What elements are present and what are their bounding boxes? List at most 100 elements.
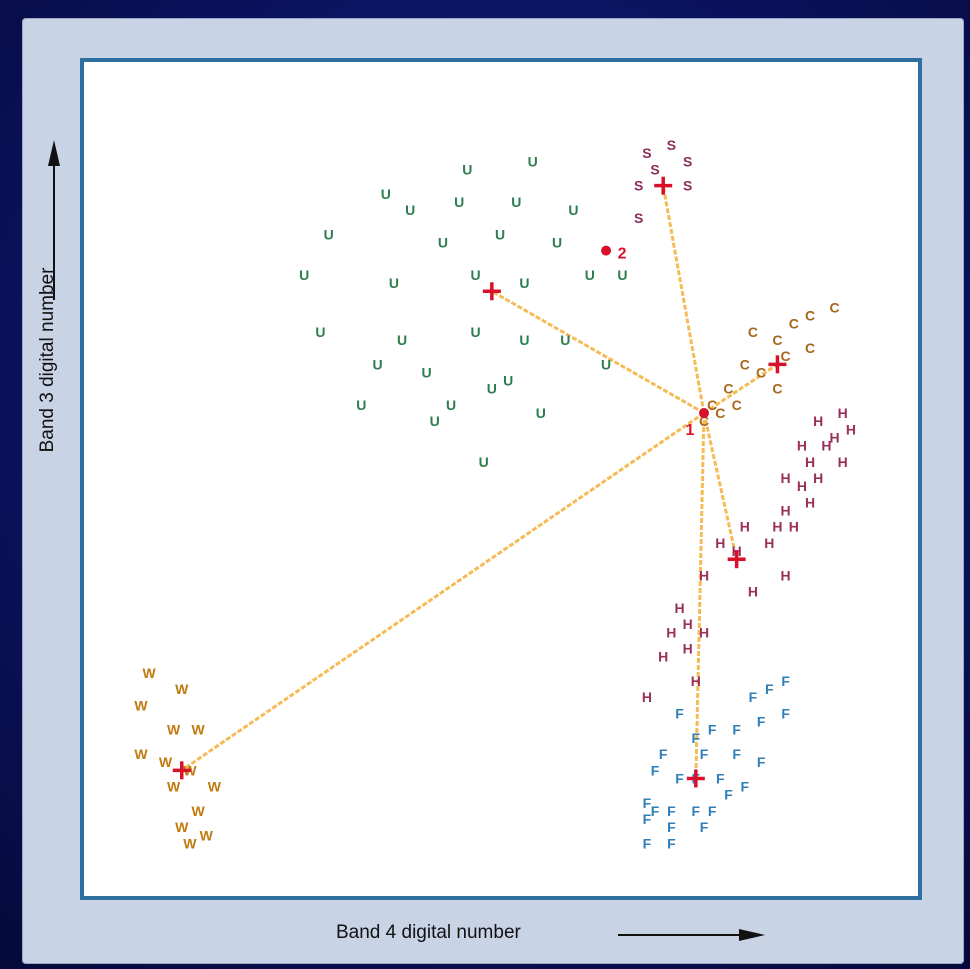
point-u: U xyxy=(536,405,546,421)
point-f: F xyxy=(708,722,717,738)
point-h: H xyxy=(683,616,693,632)
distance-line-h xyxy=(702,412,739,560)
point-u: U xyxy=(479,454,489,470)
point-u: U xyxy=(405,202,415,218)
point-s: S xyxy=(634,178,643,194)
distance-line-s xyxy=(661,185,706,414)
point-h: H xyxy=(683,641,693,657)
point-w: W xyxy=(191,803,205,819)
point-u: U xyxy=(495,226,505,242)
point-c: C xyxy=(756,364,766,380)
point-w: W xyxy=(167,779,181,795)
point-h: H xyxy=(846,421,856,437)
point-s: S xyxy=(667,137,676,153)
point-c: C xyxy=(772,381,782,397)
point-f: F xyxy=(757,754,766,770)
point-w: W xyxy=(159,754,173,770)
point-u: U xyxy=(470,267,480,283)
point-h: H xyxy=(821,438,831,454)
point-c: C xyxy=(748,324,758,340)
point-h: H xyxy=(666,624,676,640)
point-f: F xyxy=(667,803,676,819)
point-f: F xyxy=(692,803,701,819)
point-h: H xyxy=(781,567,791,583)
point-f: F xyxy=(732,722,741,738)
point-c: C xyxy=(789,316,799,332)
point-c: C xyxy=(829,299,839,315)
point-u: U xyxy=(438,235,448,251)
unknown-pixel-label-1: 1 xyxy=(686,422,695,439)
point-h: H xyxy=(781,470,791,486)
point-h: H xyxy=(789,519,799,535)
x-axis-arrow-head xyxy=(739,929,765,941)
point-h: H xyxy=(829,429,839,445)
point-f: F xyxy=(667,819,676,835)
plot-area xyxy=(80,58,922,900)
point-f: F xyxy=(757,714,766,730)
point-f: F xyxy=(667,835,676,851)
point-u: U xyxy=(373,356,383,372)
distance-line-w xyxy=(180,411,705,772)
point-w: W xyxy=(183,835,197,851)
y-axis-arrow-head xyxy=(48,140,60,166)
point-f: F xyxy=(732,746,741,762)
point-u: U xyxy=(552,235,562,251)
point-u: U xyxy=(470,324,480,340)
point-c: C xyxy=(707,397,717,413)
point-u: U xyxy=(389,275,399,291)
point-f: F xyxy=(659,746,668,762)
point-h: H xyxy=(772,519,782,535)
point-h: H xyxy=(748,584,758,600)
point-s: S xyxy=(650,161,659,177)
point-f: F xyxy=(675,705,684,721)
point-u: U xyxy=(601,356,611,372)
point-h: H xyxy=(797,478,807,494)
point-w: W xyxy=(175,681,189,697)
point-h: H xyxy=(805,454,815,470)
point-h: H xyxy=(658,649,668,665)
point-u: U xyxy=(356,397,366,413)
point-w: W xyxy=(167,722,181,738)
point-s: S xyxy=(634,210,643,226)
unknown-pixel-label-2: 2 xyxy=(618,246,627,263)
point-f: F xyxy=(675,770,684,786)
point-w: W xyxy=(143,665,157,681)
point-w: W xyxy=(134,697,148,713)
point-h: H xyxy=(642,689,652,705)
point-u: U xyxy=(446,397,456,413)
point-u: U xyxy=(617,267,627,283)
point-f: F xyxy=(724,787,733,803)
point-c: C xyxy=(715,405,725,421)
point-u: U xyxy=(299,267,309,283)
point-f: F xyxy=(651,762,660,778)
point-u: U xyxy=(421,364,431,380)
point-f: F xyxy=(741,779,750,795)
point-f: F xyxy=(781,705,790,721)
point-s: S xyxy=(642,145,651,161)
point-c: C xyxy=(805,308,815,324)
point-u: U xyxy=(454,194,464,210)
point-u: U xyxy=(462,161,472,177)
point-h: H xyxy=(838,454,848,470)
point-f: F xyxy=(692,730,701,746)
point-c: C xyxy=(723,381,733,397)
point-u: U xyxy=(519,332,529,348)
point-u: U xyxy=(315,324,325,340)
point-w: W xyxy=(134,746,148,762)
point-h: H xyxy=(813,413,823,429)
unknown-pixel-2 xyxy=(601,245,612,256)
point-f: F xyxy=(765,681,774,697)
point-u: U xyxy=(568,202,578,218)
point-u: U xyxy=(503,373,513,389)
point-u: U xyxy=(585,267,595,283)
point-f: F xyxy=(716,770,725,786)
point-f: F xyxy=(643,835,652,851)
point-f: F xyxy=(643,811,652,827)
point-h: H xyxy=(764,535,774,551)
point-w: W xyxy=(200,827,214,843)
point-h: H xyxy=(781,502,791,518)
point-h: H xyxy=(715,535,725,551)
point-u: U xyxy=(487,381,497,397)
point-c: C xyxy=(699,413,709,429)
